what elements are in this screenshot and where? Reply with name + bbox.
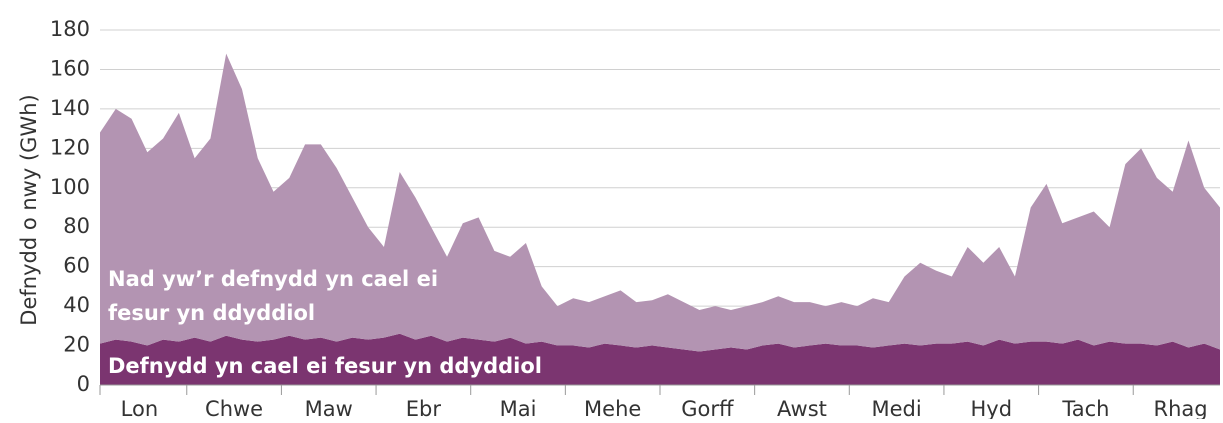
series-label: Nad yw’r defnydd yn cael ei fesur yn ddy… (108, 267, 439, 325)
x-tick-label: Ebr (406, 397, 442, 419)
x-tick-label: Hyd (970, 397, 1012, 419)
y-tick-label: 40 (63, 293, 90, 317)
y-tick-label: 20 (63, 333, 90, 357)
x-tick-label: Gorff (681, 397, 734, 419)
series-label: Defnydd yn cael ei fesur yn ddyddiol (108, 354, 542, 378)
x-tick-label: Chwe (205, 397, 263, 419)
y-tick-label: 60 (63, 254, 90, 278)
x-tick-label: Rhag (1154, 397, 1208, 419)
y-tick-label: 0 (77, 372, 90, 396)
x-tick-label: Lon (121, 397, 159, 419)
y-tick-label: 100 (50, 175, 90, 199)
x-tick-label: Tach (1061, 397, 1109, 419)
x-tick-label: Awst (777, 397, 827, 419)
area (100, 53, 1220, 352)
y-tick-label: 140 (50, 96, 90, 120)
y-tick-label: 160 (50, 56, 90, 80)
x-tick-label: Maw (305, 397, 353, 419)
x-tick-label: Mehe (584, 397, 641, 419)
y-tick-label: 120 (50, 135, 90, 159)
y-tick-label: 80 (63, 214, 90, 238)
y-tick-label: 180 (50, 17, 90, 41)
y-axis-label: Defnydd o nwy (GWh) (17, 94, 41, 325)
x-tick-label: Medi (872, 397, 922, 419)
area (100, 333, 1220, 385)
x-tick-label: Mai (500, 397, 537, 419)
